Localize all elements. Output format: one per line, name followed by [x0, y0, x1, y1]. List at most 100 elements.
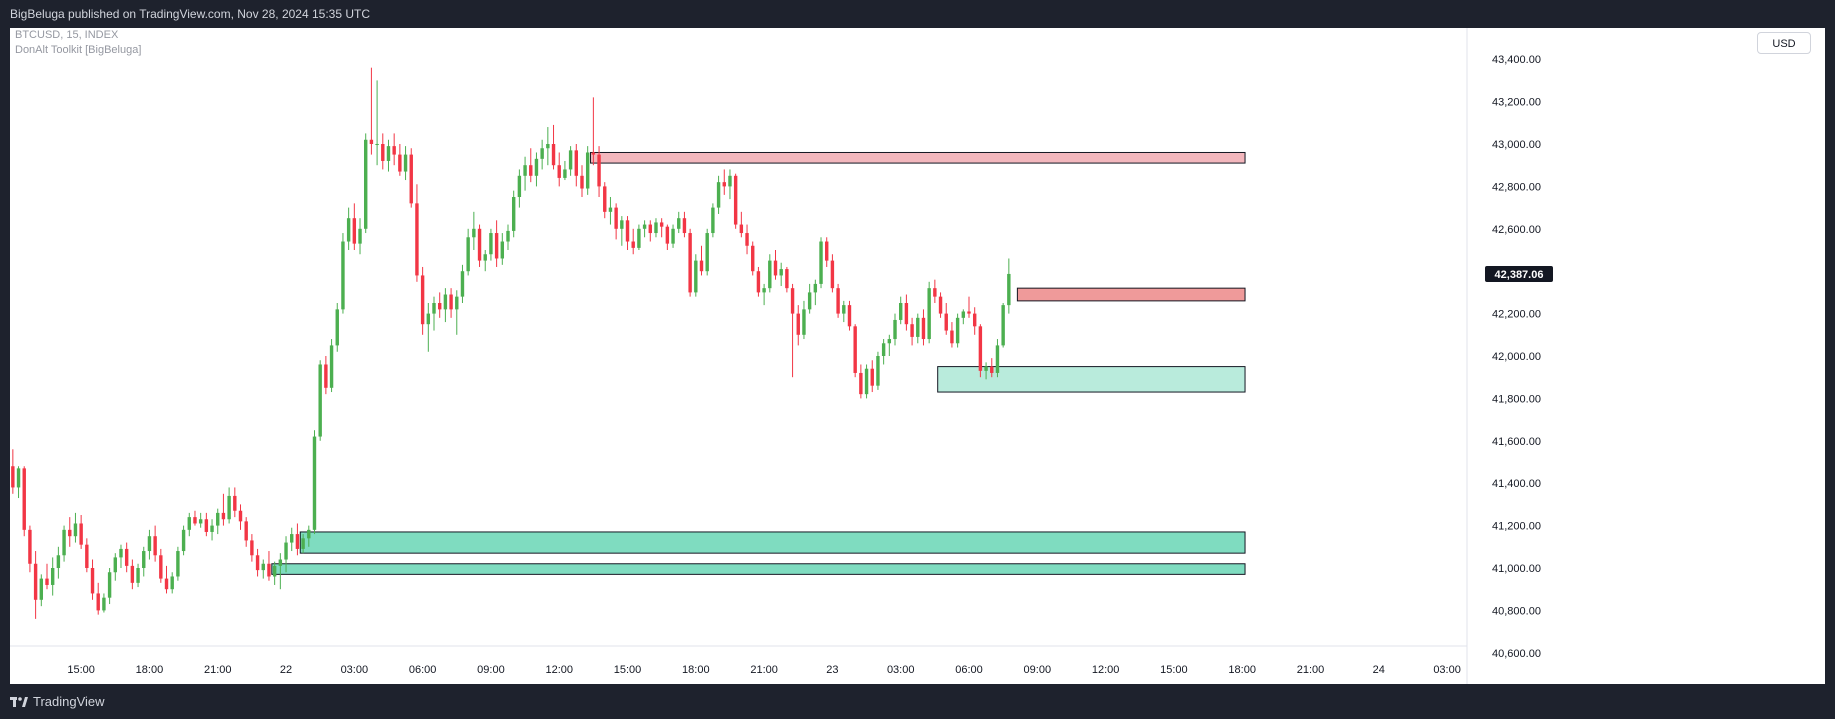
candle-down [910, 317, 914, 346]
candle-body [346, 218, 351, 242]
candle-down [45, 563, 49, 590]
candle-body [916, 317, 920, 337]
time-tick-label: 15:00 [1160, 664, 1188, 676]
candle-body [870, 368, 874, 386]
candle-body [540, 148, 544, 159]
candle-down [204, 512, 209, 537]
candlestick-chart[interactable]: 43,400.00 43,200.00 43,000.00 42,800.00 42,6… [10, 28, 1825, 684]
currency-button[interactable]: USD [1757, 32, 1811, 54]
candle-up [819, 237, 823, 289]
candle-body [68, 529, 72, 537]
candle-up [893, 313, 897, 346]
candle-body [238, 510, 243, 522]
candles-layer [11, 67, 1011, 619]
candle-down [659, 218, 664, 238]
time-tick-label: 09:00 [1024, 664, 1052, 676]
candle-up [39, 574, 44, 607]
chart-frame[interactable]: 43,400.00 43,200.00 43,000.00 42,800.00 42,6… [10, 28, 1825, 684]
candle-body [352, 218, 357, 244]
candle-down [415, 184, 419, 282]
candle-up [1007, 258, 1011, 314]
candle-body [887, 339, 892, 344]
candle-body [494, 233, 499, 259]
published-text: BigBeluga published on TradingView.com, … [10, 7, 371, 21]
price-tick-label: 41,000.00 [1492, 563, 1541, 575]
candle-body [938, 296, 943, 314]
candle-up [898, 296, 903, 325]
price-tick-label: 42,200.00 [1492, 309, 1541, 321]
candle-body [113, 557, 117, 573]
candle-body [79, 523, 83, 545]
candle-down [244, 517, 248, 547]
candle-up [887, 334, 892, 356]
candle-body [50, 568, 55, 585]
candle-down [68, 517, 72, 547]
candle-body [136, 568, 140, 583]
candle-body [386, 146, 391, 161]
candle-up [876, 351, 880, 390]
candle-body [301, 538, 305, 549]
candle-body [466, 237, 470, 272]
time-tick-label: 18:00 [682, 664, 710, 676]
candle-body [398, 154, 402, 172]
candle-body [711, 207, 715, 234]
candle-down [153, 525, 157, 562]
candle-up [426, 303, 431, 352]
candle-up [102, 593, 106, 613]
candle-down [477, 224, 482, 267]
time-tick-label: 06:00 [409, 664, 437, 676]
candle-up [227, 487, 231, 524]
candle-down [159, 548, 163, 583]
candle-body [898, 303, 903, 320]
candle-down [773, 250, 778, 280]
candle-down [22, 466, 26, 537]
candle-up [642, 220, 647, 238]
candle-up [711, 203, 715, 238]
candle-up [637, 224, 641, 250]
candle-up [694, 254, 698, 297]
candle-body [22, 468, 26, 530]
candle-down [250, 534, 254, 562]
candle-body [432, 303, 436, 314]
candle-down [751, 241, 755, 276]
candle-body [745, 233, 749, 246]
price-tick-label: 43,000.00 [1492, 139, 1541, 151]
candle-down [796, 305, 800, 346]
candle-up [62, 525, 66, 562]
candle-body [381, 144, 385, 161]
candle-down [529, 148, 533, 183]
candle-down [648, 220, 652, 242]
candle-body [153, 536, 157, 556]
candle-down [859, 364, 863, 399]
candle-down [665, 224, 670, 250]
candle-up [472, 211, 476, 250]
candle-body [11, 466, 15, 488]
candle-body [984, 366, 988, 371]
price-tick-label: 43,400.00 [1492, 54, 1541, 66]
candle-up [927, 281, 931, 344]
candle-body [295, 534, 300, 549]
candle-up [272, 561, 277, 585]
candle-down [437, 292, 442, 318]
candle-up [881, 339, 886, 365]
candle-up [955, 313, 960, 348]
candle-down [221, 493, 226, 526]
candle-down [33, 551, 38, 619]
candle-up [386, 139, 391, 172]
time-tick-label: 22 [280, 664, 292, 676]
candle-body [927, 288, 931, 340]
candle-body [73, 523, 78, 537]
candle-up [142, 546, 146, 577]
footer-brand[interactable]: TradingView [10, 684, 105, 719]
legend-indicator: DonAlt Toolkit [BigBeluga] [15, 44, 141, 56]
candle-up [466, 228, 470, 276]
candle-down [551, 124, 556, 170]
demand-zone [299, 531, 1246, 554]
candle-body [830, 260, 835, 289]
candle-up [375, 80, 379, 166]
candle-up [216, 508, 220, 535]
candle-body [699, 260, 704, 272]
candle-body [591, 152, 596, 155]
candle-down [847, 300, 852, 331]
candle-up [705, 228, 709, 276]
